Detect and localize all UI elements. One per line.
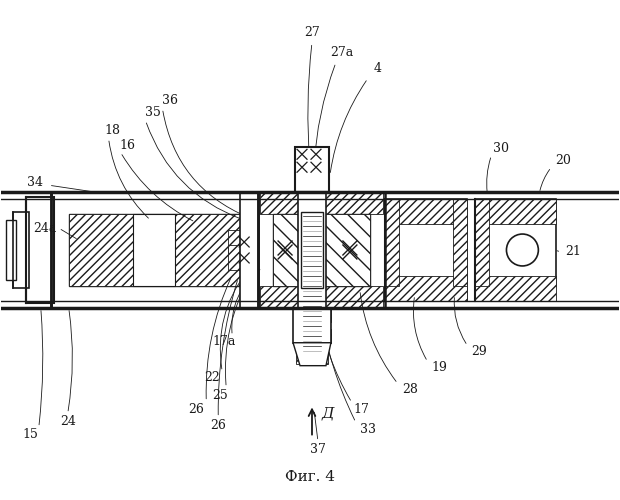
Bar [28, 199, 40, 301]
Text: 26: 26 [188, 403, 204, 416]
Bar [385, 199, 467, 286]
Bar [51, 192, 258, 308]
Text: 33: 33 [360, 423, 376, 436]
Bar [296, 344, 328, 363]
Bar [228, 230, 242, 255]
Bar [51, 286, 258, 308]
Text: 37: 37 [310, 443, 326, 456]
Text: 24: 24 [60, 415, 76, 428]
Text: 4: 4 [374, 62, 382, 75]
Text: 25: 25 [213, 389, 228, 402]
Text: Д: Д [322, 406, 334, 420]
Bar [295, 178, 329, 192]
Bar [240, 214, 256, 286]
Bar [260, 286, 325, 308]
Bar [453, 199, 467, 286]
Bar [293, 308, 331, 342]
Bar [385, 199, 467, 224]
Text: 35: 35 [144, 106, 161, 119]
Bar [295, 148, 329, 192]
Text: 15: 15 [23, 428, 38, 441]
Bar [6, 220, 16, 280]
Circle shape [507, 234, 538, 266]
Bar [385, 199, 467, 219]
Bar [293, 329, 331, 342]
Bar [13, 212, 29, 288]
Bar [175, 214, 240, 286]
Bar [474, 199, 556, 224]
Bar [69, 214, 240, 286]
Text: 17: 17 [354, 403, 370, 416]
Text: 16: 16 [120, 139, 136, 152]
Bar [15, 214, 25, 286]
Text: 26: 26 [210, 419, 226, 432]
Bar [273, 214, 328, 286]
Bar [315, 214, 370, 286]
Bar [385, 281, 467, 301]
Bar [260, 192, 325, 214]
Text: 36: 36 [162, 94, 179, 107]
Bar [318, 286, 383, 308]
Bar [258, 192, 385, 308]
Text: 19: 19 [432, 361, 448, 374]
Text: 30: 30 [494, 142, 510, 155]
Bar [69, 214, 133, 286]
Text: 24a: 24a [33, 222, 56, 234]
Text: 21: 21 [565, 246, 581, 258]
Bar [385, 276, 467, 301]
Bar [385, 199, 399, 286]
Text: 22: 22 [205, 371, 220, 384]
Text: Фиг. 4: Фиг. 4 [285, 470, 335, 484]
Bar [474, 276, 556, 301]
Bar [474, 199, 489, 286]
Bar [228, 245, 242, 270]
Bar [133, 214, 175, 286]
Text: 27a: 27a [330, 46, 353, 59]
Text: 20: 20 [556, 154, 571, 167]
Bar [273, 214, 328, 286]
Text: 27: 27 [304, 26, 320, 39]
Bar [295, 148, 329, 161]
Bar [51, 192, 258, 308]
Text: 34: 34 [27, 176, 43, 188]
Bar [315, 214, 370, 286]
Bar [474, 199, 556, 286]
Text: 17a: 17a [213, 335, 236, 348]
Bar [301, 212, 323, 288]
Bar [318, 192, 383, 214]
Text: 28: 28 [402, 383, 418, 396]
Polygon shape [293, 342, 331, 365]
Text: 18: 18 [105, 124, 120, 137]
Bar [293, 308, 331, 322]
Bar [240, 192, 258, 308]
Bar [51, 192, 258, 214]
Text: 29: 29 [472, 345, 487, 358]
Bar [298, 192, 326, 308]
Bar [26, 197, 54, 303]
